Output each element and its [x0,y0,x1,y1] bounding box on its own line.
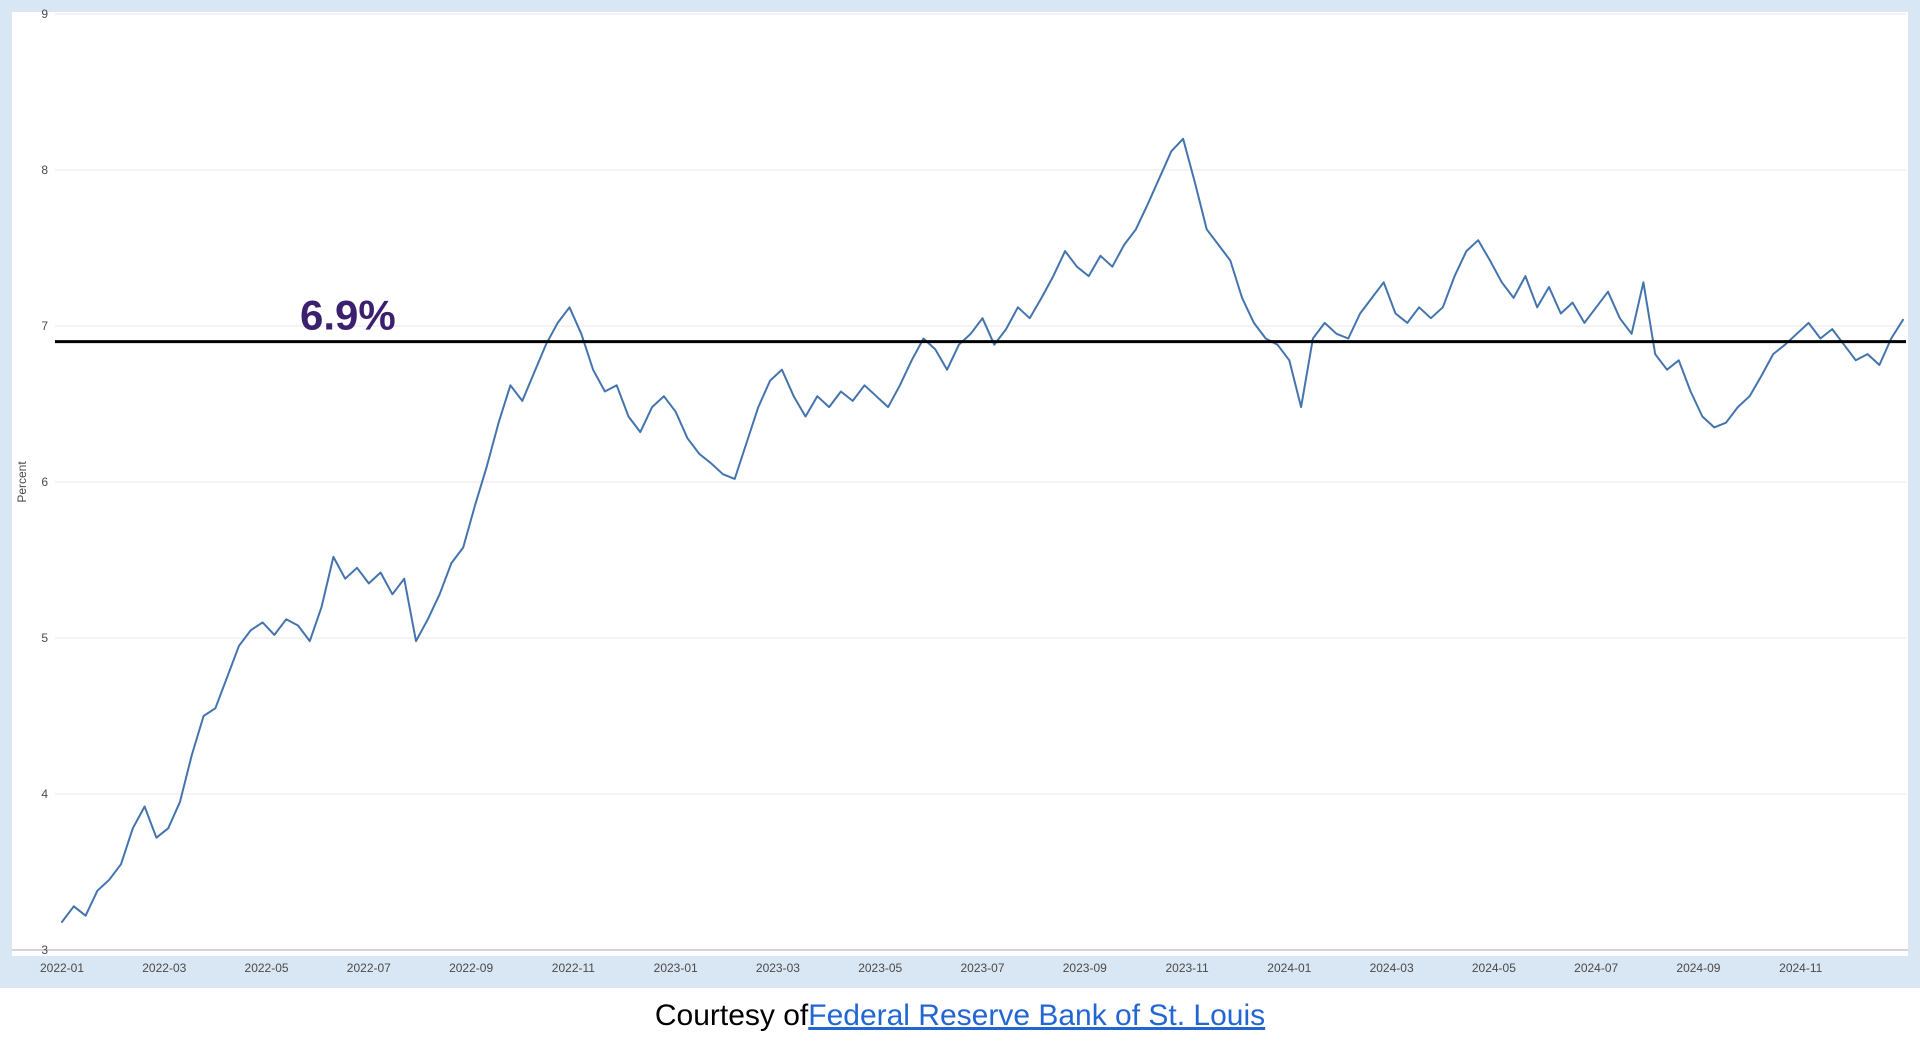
svg-text:2023-01: 2023-01 [654,961,698,975]
reference-line-label: 6.9% [300,292,396,339]
svg-text:2022-11: 2022-11 [552,961,595,975]
svg-text:2022-05: 2022-05 [245,961,289,975]
svg-text:9: 9 [41,7,48,21]
svg-text:2024-03: 2024-03 [1370,961,1414,975]
plot-background [12,12,1908,956]
svg-text:2022-09: 2022-09 [449,961,493,975]
caption: Courtesy of Federal Reserve Bank of St. … [0,988,1920,1044]
svg-text:2023-09: 2023-09 [1063,961,1107,975]
svg-text:2024-11: 2024-11 [1779,961,1822,975]
y-axis-labels: 3 4 5 6 7 8 9 [41,7,48,957]
svg-text:2024-07: 2024-07 [1574,961,1618,975]
svg-text:2024-05: 2024-05 [1472,961,1516,975]
fred-link[interactable]: Federal Reserve Bank of St. Louis [808,999,1266,1032]
rate-line [61,137,1904,923]
svg-text:3: 3 [41,943,48,957]
y-axis-title: Percent [15,461,29,503]
svg-text:6: 6 [41,475,48,489]
svg-text:2022-03: 2022-03 [142,961,186,975]
gridlines [55,13,1906,795]
svg-text:7: 7 [41,319,48,333]
svg-text:2022-01: 2022-01 [40,961,84,975]
svg-text:2023-07: 2023-07 [960,961,1004,975]
svg-text:2023-11: 2023-11 [1165,961,1208,975]
caption-text: Courtesy of [654,999,809,1032]
svg-text:4: 4 [41,787,48,801]
svg-text:2022-07: 2022-07 [347,961,391,975]
svg-text:8: 8 [41,163,48,177]
svg-text:2023-05: 2023-05 [858,961,902,975]
svg-text:2024-09: 2024-09 [1676,961,1720,975]
svg-text:5: 5 [41,631,48,645]
svg-text:2024-01: 2024-01 [1267,961,1311,975]
x-axis-labels: 2022-01 2022-03 2022-05 2022-07 2022-09 2022-… [40,961,1823,975]
svg-text:2023-03: 2023-03 [756,961,800,975]
